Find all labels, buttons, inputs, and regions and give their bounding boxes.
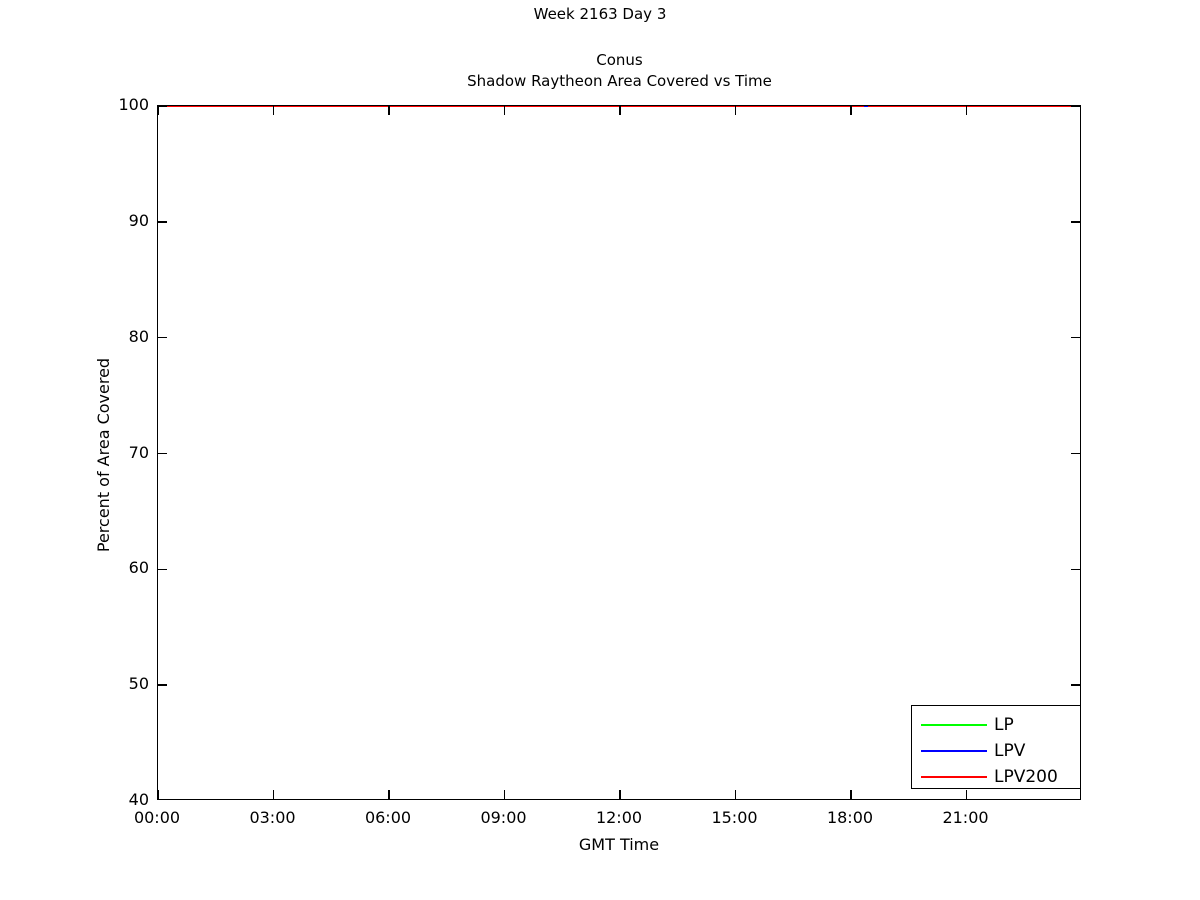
y-tick-mark: [1071, 106, 1080, 107]
x-tick-label: 15:00: [711, 808, 758, 827]
y-tick-mark: [1071, 568, 1080, 571]
plot-area: [157, 105, 1081, 800]
y-tick-label: 50: [128, 674, 149, 694]
y-tick-mark: [1071, 221, 1080, 223]
y-tick-mark: [158, 221, 167, 223]
legend-label-lpv200: LPV200: [994, 767, 1058, 787]
chart-title-block: Conus Shadow Raytheon Area Covered vs Ti…: [157, 50, 1082, 92]
y-tick-mark: [158, 684, 167, 686]
x-tick-label: 21:00: [942, 808, 989, 827]
y-tick-label: 100: [118, 95, 149, 114]
x-tick-label: 06:00: [364, 808, 412, 827]
series-marker-lpv-overplot: [864, 106, 869, 108]
x-tick-mark: [503, 790, 506, 799]
chart-title: Conus: [596, 51, 643, 69]
x-tick-mark: [850, 106, 852, 115]
legend-label-lpv: LPV: [994, 741, 1026, 761]
y-tick-mark: [1071, 336, 1080, 339]
plot-canvas: [158, 106, 1080, 799]
y-tick-mark: [158, 106, 167, 107]
x-tick-label: 18:00: [826, 808, 874, 827]
x-tick-label: 12:00: [595, 808, 643, 827]
y-tick-label: 90: [128, 210, 149, 230]
y-tick-label: 60: [128, 558, 149, 578]
legend-label-lp: LP: [994, 715, 1014, 735]
x-tick-mark: [850, 790, 852, 799]
series-line-lpv200: [158, 106, 1080, 107]
x-tick-mark: [158, 106, 159, 115]
y-axis-title: Percent of Area Covered: [94, 357, 113, 553]
legend-item-lpv200[interactable]: LPV200: [912, 764, 1080, 790]
y-tick-mark: [1071, 684, 1080, 686]
x-tick-mark: [388, 106, 390, 115]
legend-swatch-lp: [921, 724, 987, 726]
x-tick-mark: [158, 790, 159, 799]
y-tick-mark: [158, 568, 167, 571]
x-tick-label: 03:00: [249, 808, 296, 827]
x-axis-title: GMT Time: [578, 835, 660, 854]
y-tick-mark: [158, 452, 167, 455]
y-tick-mark: [1071, 452, 1080, 455]
chart-subtitle: Shadow Raytheon Area Covered vs Time: [467, 72, 772, 90]
y-tick-label: 80: [128, 326, 149, 346]
legend-swatch-lpv200: [921, 776, 987, 778]
x-tick-mark: [388, 790, 390, 799]
x-tick-mark: [965, 790, 968, 799]
x-tick-label: 09:00: [480, 808, 527, 827]
x-tick-mark: [619, 106, 621, 115]
legend-item-lpv[interactable]: LPV: [912, 738, 1080, 764]
figure-suptitle: Week 2163 Day 3: [533, 5, 667, 23]
legend-item-lp[interactable]: LP: [912, 712, 1080, 738]
y-tick-label: 40: [128, 790, 149, 809]
x-tick-mark: [619, 790, 621, 799]
x-tick-mark: [734, 106, 737, 115]
x-tick-mark: [272, 106, 275, 115]
x-tick-mark: [272, 790, 275, 799]
y-tick-mark: [158, 336, 167, 339]
x-tick-label: 00:00: [133, 808, 181, 827]
legend-swatch-lpv: [921, 750, 987, 752]
x-tick-mark: [734, 790, 737, 799]
chart-legend: LP LPV LPV200: [911, 705, 1081, 789]
x-tick-mark: [503, 106, 506, 115]
x-tick-mark: [965, 106, 968, 115]
y-tick-label: 70: [128, 442, 149, 462]
